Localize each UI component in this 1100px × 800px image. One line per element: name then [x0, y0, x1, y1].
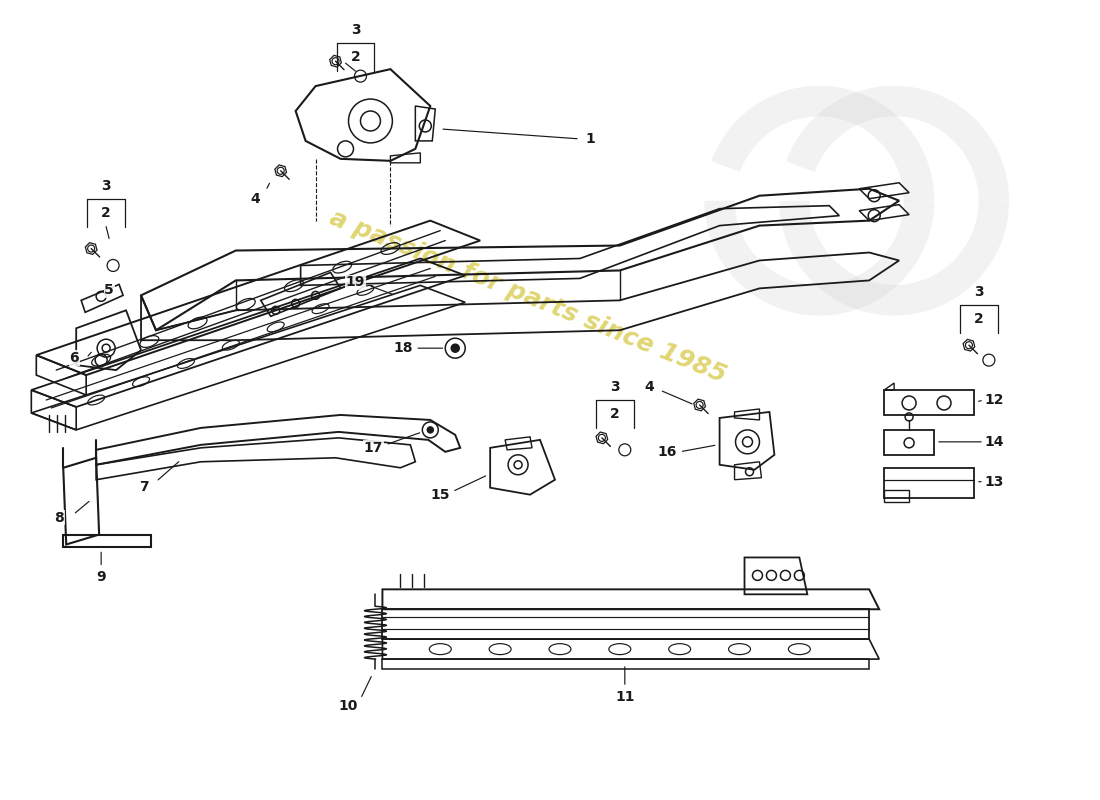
Circle shape [451, 344, 459, 352]
Text: 2: 2 [610, 407, 619, 421]
Text: 16: 16 [657, 445, 676, 459]
Text: 15: 15 [430, 488, 450, 502]
Text: 3: 3 [351, 23, 361, 38]
Text: 2: 2 [101, 206, 111, 220]
Text: 18: 18 [394, 341, 414, 355]
Text: 10: 10 [339, 699, 359, 713]
Text: 2: 2 [351, 50, 361, 64]
Text: 4: 4 [645, 380, 654, 394]
Circle shape [427, 427, 433, 433]
Text: 17: 17 [364, 441, 383, 455]
Text: 12: 12 [984, 393, 1003, 407]
Text: 3: 3 [975, 286, 983, 299]
Text: 9: 9 [97, 570, 106, 584]
Text: 19: 19 [345, 275, 365, 290]
Text: 3: 3 [101, 178, 111, 193]
Text: 11: 11 [615, 690, 635, 704]
Text: 1: 1 [585, 132, 595, 146]
Text: 6: 6 [69, 351, 79, 365]
Text: 8: 8 [54, 510, 64, 525]
Text: a passion for parts since 1985: a passion for parts since 1985 [327, 206, 730, 387]
Text: 4: 4 [251, 192, 261, 206]
Text: 2: 2 [974, 312, 983, 326]
Text: 3: 3 [610, 380, 619, 394]
Text: 14: 14 [984, 435, 1003, 449]
Text: 13: 13 [984, 474, 1003, 489]
Text: 5: 5 [104, 283, 114, 298]
Text: 7: 7 [140, 480, 148, 494]
